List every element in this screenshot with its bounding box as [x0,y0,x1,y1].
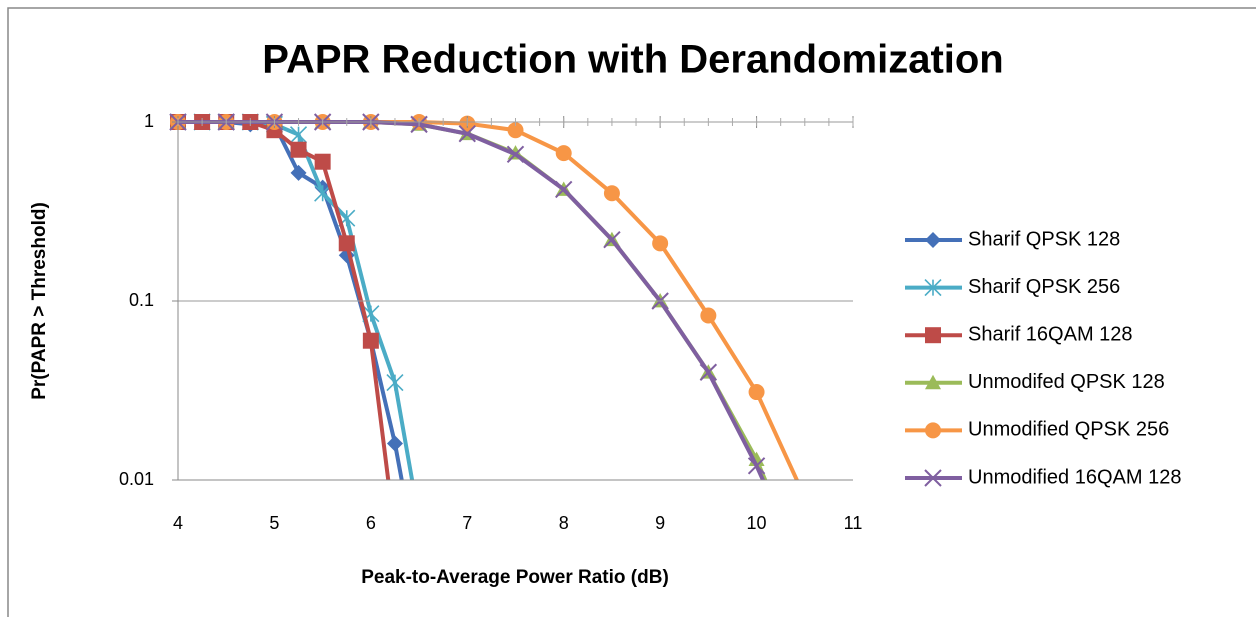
marker [314,153,331,170]
marker [506,145,525,164]
marker [387,526,403,542]
chart-border [7,7,1256,617]
x-tick-label: 11 [844,513,863,533]
legend-label: Sharif QPSK 128 [968,228,1120,250]
series-line [178,120,766,480]
legend-label: Sharif 16QAM 128 [968,323,1133,345]
marker [507,122,524,139]
y-tick-label: 0.1 [129,290,154,310]
chart-title: PAPR Reduction with Derandomization [262,38,1004,82]
y-tick-label: 1 [144,111,154,131]
marker [458,125,476,143]
marker [555,180,573,199]
x-tick-label: 7 [462,513,472,533]
series-line [178,120,768,480]
marker [924,469,942,487]
marker [700,307,717,324]
marker [925,374,941,390]
marker [290,164,307,181]
marker [362,332,379,349]
marker [411,512,427,528]
legend-label: Sharif QPSK 256 [968,276,1120,298]
y-tick-label: 0.01 [119,469,154,489]
marker [747,457,766,475]
plot-area [169,113,813,582]
legend-label: Unmodified 16QAM 128 [968,466,1181,488]
x-axis-label: Peak-to-Average Power Ratio (dB) [361,567,669,588]
marker [748,384,765,401]
marker [924,279,942,297]
legend-label: Unmodified QPSK 256 [968,419,1169,441]
marker [797,566,813,582]
marker [699,363,718,381]
x-tick-label: 10 [747,513,767,533]
series-line [178,120,391,480]
y-axis-label: Pr(PAPR > Threshold) [29,202,50,400]
x-tick-label: 4 [173,513,183,533]
series-line [178,120,415,480]
marker [797,489,813,505]
marker [797,566,813,580]
marker [652,235,669,252]
x-tick-label: 8 [559,513,569,533]
x-tick-label: 6 [366,513,376,533]
marker [386,435,403,452]
marker [555,145,572,162]
marker [603,185,620,202]
marker [290,141,307,158]
marker [338,235,355,252]
marker [289,126,308,144]
legend-label: Unmodifed QPSK 128 [968,371,1165,393]
x-tick-label: 5 [269,513,279,533]
marker [925,422,941,439]
marker [925,327,941,344]
x-tick-label: 9 [655,513,665,533]
marker [603,230,621,249]
marker [314,184,332,202]
marker [925,232,941,248]
marker [386,374,404,392]
